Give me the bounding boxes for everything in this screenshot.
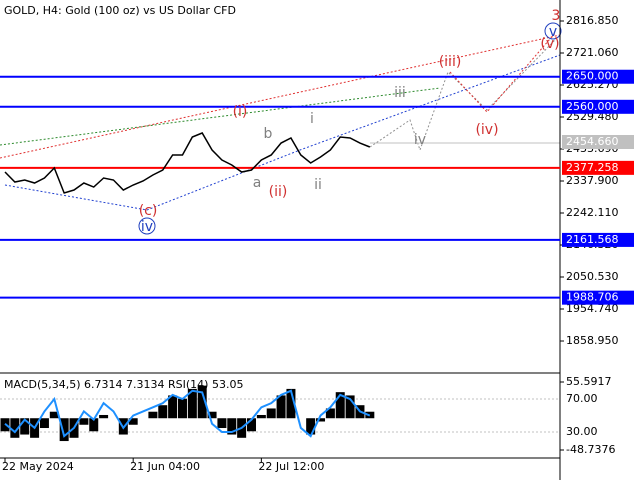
rsi-line [4,389,371,438]
macd-bar [316,418,326,422]
macd-bar [59,418,69,442]
level-label: 2560.000 [566,100,619,113]
macd-bar [276,395,286,419]
macd-bar [227,418,237,435]
wave-label: ii [314,177,322,193]
wave-label: a [253,175,262,191]
macd-bar [247,418,256,432]
wave-label: (v) [540,36,559,52]
indicator-title: MACD(5,34,5) 6.7314 7.3134 RSI(14) 53.05 [4,378,243,391]
macd-bar [148,411,158,419]
macd-bar [128,418,138,425]
macd-tick-label: 55.5917 [566,375,612,388]
macd-bar [207,411,217,419]
macd-bar [49,411,59,419]
trend-lines [0,31,561,211]
current-price-tag [562,134,634,149]
level-tag [562,99,634,114]
wave-circle [138,217,156,235]
wave-label: v [549,24,557,40]
chart-title: GOLD, H4: Gold (100 oz) vs US Dollar CFD [4,4,236,17]
wave-label: (iii) [439,54,462,70]
macd-bar [168,395,178,419]
y-tick-label: 2721.060 [566,46,619,59]
y-tick-label: 2242.110 [566,206,619,219]
level-tag [562,69,634,84]
trend-line [0,34,561,159]
wave-label: (c) [139,203,158,219]
wave-label: i [310,111,314,127]
level-label: 1988.706 [566,291,619,304]
current-price-label: 2454.660 [566,135,619,148]
wave-label: (ii) [269,184,288,200]
macd-bar [286,388,296,419]
level-label: 2377.258 [566,161,619,174]
rsi-tick-label: 30.00 [566,425,598,438]
macd-bar [20,418,30,435]
macd-bar [39,418,49,429]
macd-bar [217,418,227,429]
macd-bar [345,395,355,419]
macd-tick-label: -48.7376 [566,443,615,456]
trend-line [0,87,441,146]
macd-bar [10,418,20,438]
wave-circle [544,22,562,40]
macd-bar [266,408,276,419]
trend-line [4,54,561,211]
macd-bar [187,388,197,419]
macd-bar [335,392,345,419]
macd-bar [256,414,266,419]
rsi-tick-label: 70.00 [566,392,598,405]
price-line [4,132,371,194]
level-tag [562,232,634,247]
macd-bar [197,385,207,419]
wave-path [449,31,557,113]
macd-bar [177,398,187,419]
wave-label: iv [141,219,153,235]
wave-label: b [264,126,273,142]
wave-label: 3 [552,8,561,24]
level-tag [562,160,634,175]
macd-bar [79,418,89,425]
macd-bar [89,418,99,432]
y-tick-label: 2337.900 [566,174,619,187]
y-tick-label: 2816.850 [566,14,619,27]
wave-label: iv [414,132,426,148]
x-tick-label: 22 May 2024 [2,460,74,473]
x-tick-label: 21 Jun 04:00 [130,460,200,473]
macd-bar [99,414,109,419]
level-tag [562,290,634,305]
level-label: 2161.568 [566,233,619,246]
macd-bar [325,408,335,419]
x-tick-label: 22 Jul 12:00 [258,460,324,473]
wave-label: iii [394,85,406,101]
y-tick-label: 1858.950 [566,334,619,347]
wave-label: (i) [233,104,248,120]
macd-bar [306,418,316,435]
y-tick-label: 1954.740 [566,302,619,315]
macd-bar [158,405,168,419]
wave-label: (iv) [475,122,498,138]
y-tick-label: 2050.530 [566,270,619,283]
level-label: 2650.000 [566,70,619,83]
